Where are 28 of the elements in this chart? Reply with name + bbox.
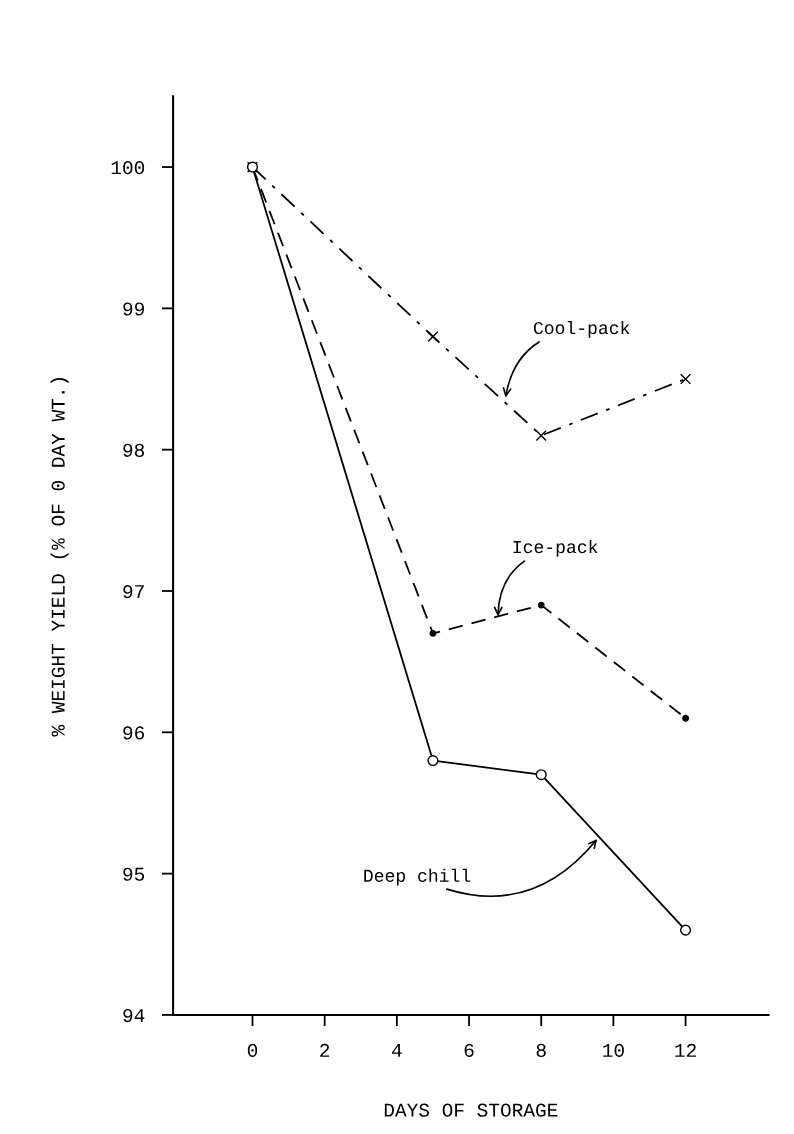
x-tick-label: 6 <box>464 1043 474 1057</box>
y-tick-label: 95 <box>123 867 145 881</box>
point <box>535 429 547 442</box>
x-tick-label: 0 <box>247 1043 258 1057</box>
y-tick-label: 96 <box>123 726 145 740</box>
y-axis-title: % WEIGHT YIELD (% OF 0 DAY WT.) <box>50 378 69 737</box>
y-tick-label: 98 <box>123 443 145 457</box>
y-tick-label: 99 <box>123 302 144 316</box>
point <box>680 924 692 936</box>
point <box>537 601 545 609</box>
y-tick-label: 94 <box>123 1008 145 1023</box>
point <box>682 714 690 722</box>
point <box>427 331 439 343</box>
x-tick-label: 4 <box>392 1043 402 1057</box>
x-tick-label: 10 <box>603 1043 624 1057</box>
annotation: Cool-pack <box>533 320 630 338</box>
annotation: Ice-pack <box>513 539 598 557</box>
x-tick-label: 8 <box>536 1043 546 1057</box>
point <box>535 769 547 781</box>
point <box>680 373 692 385</box>
x-axis-title: DAYS OF STORAGE <box>384 1103 558 1117</box>
annotation: Deep chill <box>364 868 471 886</box>
point <box>427 755 439 767</box>
y-tick-label: 97 <box>123 585 144 599</box>
x-tick-label: 2 <box>320 1043 330 1057</box>
x-tick-label: 12 <box>675 1043 696 1057</box>
y-tick-label: 100 <box>111 161 145 175</box>
point <box>429 629 437 637</box>
